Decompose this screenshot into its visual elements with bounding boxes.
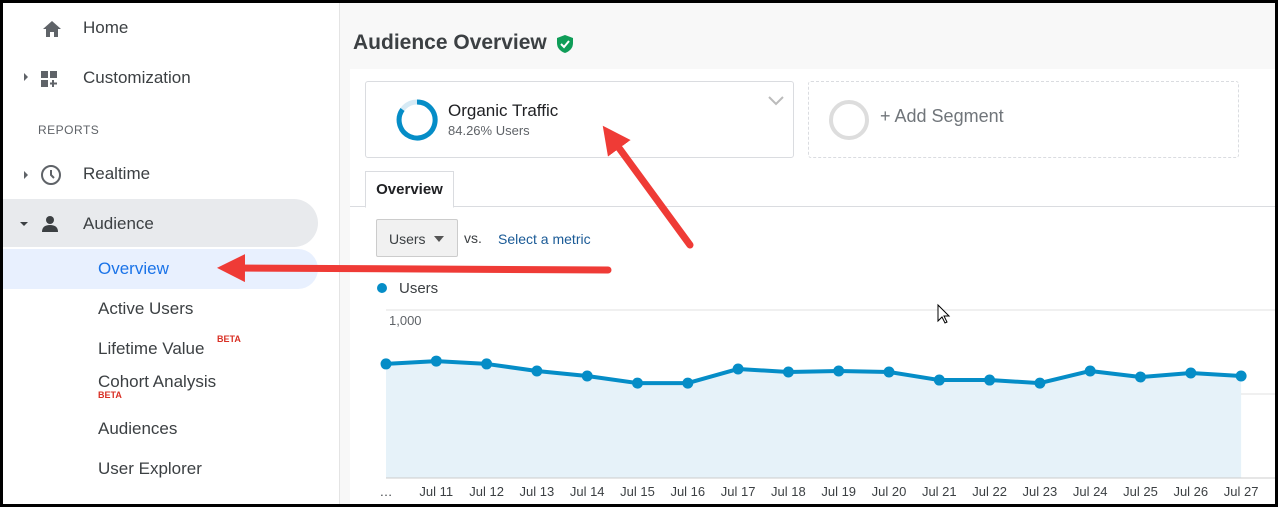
area (386, 361, 1242, 478)
page-title: Audience Overview (353, 31, 547, 54)
point (1235, 370, 1247, 382)
vs-label: vs. (464, 230, 482, 246)
cursor (937, 303, 951, 324)
point (581, 370, 593, 382)
x-tick-label: … (380, 484, 393, 499)
point (632, 377, 643, 389)
empty-ring (829, 100, 869, 140)
realtime-icon (24, 165, 61, 185)
customization-icon (24, 71, 57, 87)
point (1084, 365, 1096, 377)
point (682, 377, 694, 389)
section-label: REPORTS (38, 123, 100, 137)
point (481, 358, 493, 370)
x-tick-label: Jul 18 (771, 484, 806, 499)
metric-link[interactable]: Select a metric (498, 231, 591, 247)
sidebar: Home Customization REPORTS Realtime Audi… (3, 3, 340, 504)
x-tick-label: Jul 19 (821, 484, 856, 499)
verified-icon (557, 35, 573, 53)
x-tick-label: Jul 13 (520, 484, 555, 499)
legend-marker (377, 283, 387, 293)
add-segment-label: + Add Segment (880, 106, 1004, 126)
x-tick-label: Jul 12 (469, 484, 504, 499)
point (933, 374, 945, 386)
sub-item[interactable]: Active Users (98, 299, 194, 318)
sub-item[interactable]: Cohort Analysis (98, 372, 217, 391)
point (984, 374, 996, 386)
sub-item[interactable]: Audiences (98, 419, 178, 438)
point (1034, 377, 1046, 389)
audience-icon (20, 216, 58, 232)
x-tick-label: Jul 21 (922, 484, 957, 499)
nav-item[interactable]: Customization (83, 68, 191, 87)
x-tick-label: Jul 17 (721, 484, 756, 499)
nav-item[interactable]: Realtime (83, 164, 151, 183)
beta-badge: BETA (217, 334, 241, 344)
point (732, 363, 744, 375)
point (380, 358, 392, 370)
metric-dropdown[interactable]: Users (376, 219, 458, 257)
x-tick-label: Jul 20 (872, 484, 907, 499)
beta-badge: BETA (98, 390, 122, 400)
segment-detail: 84.26% Users (448, 123, 530, 138)
x-tick-label: Jul 15 (620, 484, 655, 499)
sub-item[interactable]: User Explorer (98, 459, 202, 478)
arrow (217, 254, 612, 283)
active-group (3, 199, 318, 247)
point (782, 366, 794, 378)
arrow (602, 125, 694, 249)
point (1185, 367, 1197, 379)
legend-label: Users (399, 280, 438, 297)
dropdown-arrow (434, 236, 444, 242)
nav-item[interactable]: Home (83, 18, 129, 37)
line (385, 359, 1242, 386)
point (833, 365, 845, 377)
segment-ring (396, 99, 438, 141)
nav-item[interactable]: Audience (83, 214, 154, 233)
segment-card[interactable]: Organic Traffic 84.26% Users (365, 81, 794, 158)
x-tick-label: Jul 26 (1173, 484, 1208, 499)
x-tick-label: Jul 27 (1224, 484, 1259, 499)
x-tick-label: Jul 22 (972, 484, 1007, 499)
point (430, 355, 442, 367)
x-tick-label: Jul 25 (1123, 484, 1158, 499)
x-tick-label: Jul 11 (419, 484, 453, 499)
chevron[interactable] (766, 94, 786, 108)
x-tick-label: Jul 23 (1023, 484, 1058, 499)
tab[interactable]: Overview (365, 171, 454, 208)
home-icon (43, 21, 61, 37)
metric-name: Users (389, 231, 426, 247)
annotations (217, 125, 951, 324)
point (883, 366, 895, 378)
sub-item[interactable]: Lifetime Value (98, 339, 205, 358)
point (531, 365, 543, 377)
y-tick-label: 1,000 (389, 313, 422, 328)
tab-line (350, 206, 1275, 207)
segment-name: Organic Traffic (448, 101, 559, 120)
x-tick-label: Jul 16 (670, 484, 705, 499)
sub-item[interactable]: Overview (98, 259, 169, 278)
add-segment[interactable]: + Add Segment (808, 81, 1239, 158)
x-tick-label: Jul 24 (1073, 484, 1108, 499)
x-tick-label: Jul 14 (570, 484, 605, 499)
point (1135, 371, 1146, 383)
